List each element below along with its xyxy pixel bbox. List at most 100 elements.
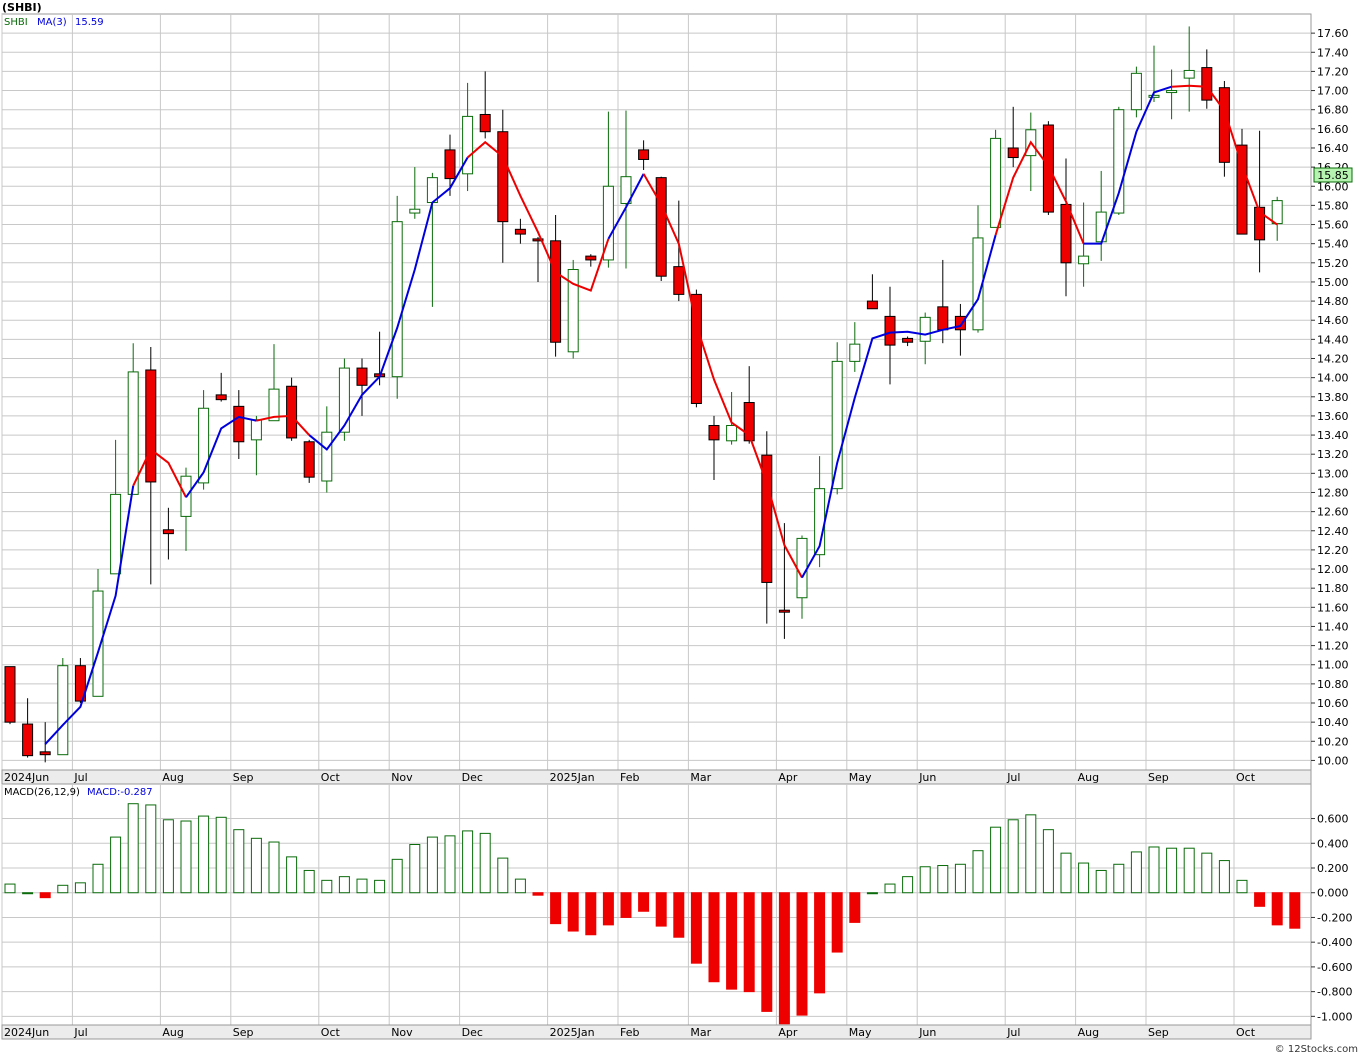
candle [92, 569, 104, 697]
price-tick-label: 11.60 [1317, 601, 1349, 614]
candle [1060, 158, 1072, 297]
price-date-label: Aug [162, 771, 183, 784]
candle [1113, 106, 1125, 215]
price-tick-label: 14.00 [1317, 372, 1349, 385]
candle-body-up [1095, 211, 1107, 243]
candle [708, 415, 720, 481]
candle [761, 431, 773, 624]
price-tick-label: 10.60 [1317, 697, 1349, 710]
price-tick-label: 10.00 [1317, 754, 1349, 767]
ma-segment-up [44, 485, 135, 745]
candle [532, 236, 544, 282]
price-tick-label: 15.80 [1317, 199, 1349, 212]
candle-body-up [1148, 94, 1160, 98]
price-tick-label: 13.40 [1317, 429, 1349, 442]
candle-body-down [550, 240, 562, 343]
macd-date-label: Oct [1236, 1026, 1256, 1039]
price-tick-label: 11.00 [1317, 659, 1349, 672]
macd-legend-label: MACD(26,12,9) [4, 787, 80, 798]
price-date-label: Jul [1006, 771, 1020, 784]
macd-date-axis: 2024Jun Jul Aug Sep Oct Nov Dec 2025Jan Feb Mar Ap… [4, 1026, 1256, 1039]
candle [303, 439, 315, 483]
price-date-label: Dec [462, 771, 483, 784]
macd-date-label: Sep [1148, 1026, 1169, 1039]
macd-bar-positive [497, 857, 509, 894]
candle-body-up [919, 316, 931, 342]
price-tick-label: 11.40 [1317, 620, 1349, 633]
price-tick-label: 17.60 [1317, 27, 1349, 40]
candle-body-down [514, 228, 526, 235]
candle-body-up [1113, 109, 1125, 214]
candle-body-up [250, 419, 262, 441]
price-date-label: Oct [321, 771, 341, 784]
candle [1130, 66, 1142, 118]
candle [444, 134, 456, 196]
macd-legend: MACD(26,12,9) MACD:-0.287 [4, 787, 153, 798]
macd-bar-positive [110, 836, 122, 894]
candle-body-down [778, 609, 790, 613]
macd-bar-negative [673, 892, 685, 938]
candle-body-up [409, 208, 421, 214]
price-date-label: Mar [690, 771, 711, 784]
candle [162, 507, 174, 560]
candle [338, 358, 350, 441]
candle [1166, 69, 1178, 120]
candle-body-down [1042, 124, 1054, 213]
candle [866, 274, 878, 310]
candle-body-down [954, 315, 966, 331]
candle [1254, 130, 1266, 273]
candle [884, 286, 896, 385]
candle [638, 140, 650, 170]
macd-bar-negative [796, 892, 808, 1016]
ma-segment-down [256, 414, 310, 436]
macd-tick-label: 0.400 [1317, 837, 1349, 850]
price-tick-label: 16.60 [1317, 123, 1349, 136]
macd-bar-negative [778, 892, 790, 1025]
candle [479, 71, 491, 139]
macd-bar-positive [954, 863, 966, 894]
ma-segment-up [308, 157, 469, 451]
macd-bar-positive [268, 841, 280, 894]
macd-bar-negative [532, 892, 544, 896]
macd-date-label: Jul [1006, 1026, 1020, 1039]
price-date-label: Oct [1236, 771, 1256, 784]
macd-bar-positive [426, 836, 438, 894]
price-date-label: Nov [391, 771, 413, 784]
macd-date-label: Jun [918, 1026, 936, 1039]
candle [1236, 128, 1248, 235]
macd-tick-label: -0.200 [1317, 911, 1352, 924]
price-tick-label: 12.20 [1317, 544, 1349, 557]
candle-body-down [233, 405, 245, 443]
candle-body-down [638, 149, 650, 160]
candle [57, 658, 69, 756]
macd-date-axis-band [1, 1024, 1312, 1040]
macd-bar-positive [57, 884, 69, 894]
price-tick-label: 17.40 [1317, 46, 1349, 59]
candle [1201, 49, 1213, 109]
price-date-label: Apr [778, 771, 798, 784]
price-tick-label: 10.40 [1317, 716, 1349, 729]
candle [673, 200, 685, 302]
macd-date-label: Apr [778, 1026, 798, 1039]
candle-body-down [479, 113, 491, 133]
macd-bar-positive [286, 856, 298, 894]
price-tick-label: 12.00 [1317, 563, 1349, 576]
candle [215, 372, 227, 402]
candle [391, 195, 403, 399]
candle-body-up [127, 371, 139, 495]
macd-tick-label: 0.200 [1317, 862, 1349, 875]
macd-bar-positive [215, 816, 227, 894]
credit: © 12Stocks.com [1275, 1044, 1358, 1055]
macd-bar-positive [1025, 814, 1037, 894]
candle-body-down [708, 424, 720, 441]
candle-body-down [585, 255, 597, 261]
macd-bar-negative [1271, 892, 1283, 926]
price-tick-label: 15.60 [1317, 219, 1349, 232]
candle-body-down [497, 131, 509, 223]
candle-body-up [620, 176, 632, 204]
last-price-label: 15.85 [1317, 169, 1349, 182]
candle-body-up [92, 590, 104, 697]
price-tick-label: 11.80 [1317, 582, 1349, 595]
macd-bar-negative [690, 892, 702, 964]
macd-bar-positive [374, 879, 386, 894]
